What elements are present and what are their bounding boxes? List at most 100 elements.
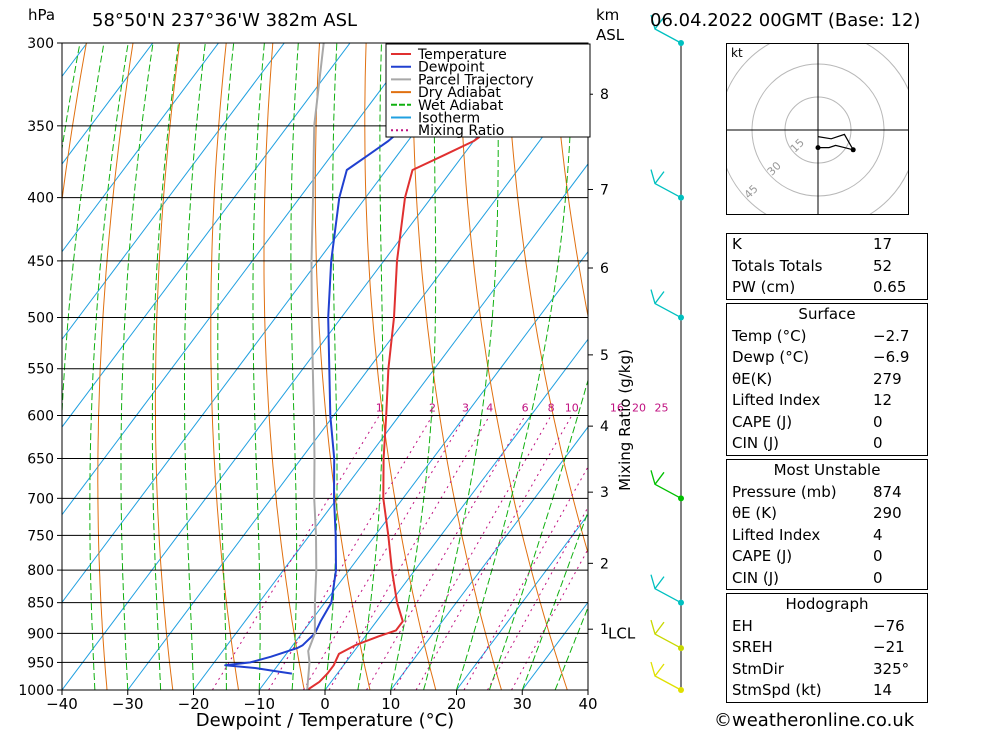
parcel-trajectory-profile (306, 43, 325, 690)
mixing-ratio-label: 8 (548, 401, 555, 414)
mixing-ratio-line (211, 415, 380, 690)
mixing-ratio-label: 10 (565, 401, 579, 414)
wind-barb (650, 14, 682, 44)
hodograph-unit: kt (731, 46, 743, 60)
km-tick-label: 5 (600, 348, 609, 364)
index-row-totals: Totals Totals 52 (732, 256, 893, 275)
pressure-tick-label: 400 (27, 191, 54, 207)
pressure-tick-label: 450 (27, 254, 54, 270)
dry-adiabat-line (263, 43, 305, 690)
legend-label: Dewpoint (418, 60, 485, 76)
km-tick-label: 3 (600, 485, 609, 501)
pressure-tick-label: 550 (27, 362, 54, 378)
pressure-tick-label: 500 (27, 311, 54, 327)
wet-adiabat-line (290, 43, 299, 690)
hodograph-row: StmDir 325° (732, 659, 910, 678)
km-tick-label: 8 (600, 87, 609, 103)
mixing-ratio-label: 6 (522, 401, 529, 414)
most-unstable-row: CIN (J) 0 (732, 568, 883, 587)
hodograph-table: Hodograph EH −76 SREH −21 StmDir 325° StmSp… (726, 593, 928, 703)
pressure-tick-label: 750 (27, 528, 54, 544)
pressure-tick-label: 350 (27, 119, 54, 135)
mixing-ratio-line (463, 465, 588, 690)
hpa-unit-label: hPa (28, 6, 56, 24)
km-unit-label: km (596, 6, 620, 24)
hodograph-ring-label: 45 (742, 182, 761, 201)
most-unstable-row: CAPE (J) 0 (732, 547, 883, 565)
dry-adiabat-line (505, 43, 588, 555)
temperature-tick-label: −30 (112, 695, 144, 713)
mixing-ratio-label: 25 (655, 401, 669, 414)
mixing-ratio-label: 3 (462, 401, 469, 414)
mixing-ratio-line (487, 506, 588, 690)
most-unstable-row: θE (K) 290 (732, 504, 902, 522)
hodograph-ring-label: 30 (765, 159, 784, 178)
km-tick-label: 6 (600, 261, 609, 277)
temperature-tick-label: −10 (243, 695, 275, 713)
legend-label: Temperature (417, 47, 507, 63)
station-location: 58°50'N 237°36'W 382m ASL (92, 10, 358, 31)
isotherm-line (0, 0, 95, 690)
isotherm-line (62, 43, 154, 165)
dry-adiabat-line (210, 43, 239, 690)
legend-label: Dry Adiabat (418, 85, 501, 101)
surface-table: Surface Temp (°C) −2.7 Dewp (°C) −6.9 θE(K… (726, 303, 928, 456)
isotherm-line (62, 43, 220, 253)
pressure-tick-label: 650 (27, 452, 54, 468)
hodograph-table-title: Hodograph (785, 595, 869, 613)
pressure-tick-label: 850 (27, 596, 54, 612)
hodograph-start-point (815, 145, 821, 151)
mixing-ratio-label: 20 (632, 401, 646, 414)
indices-table: K 17 Totals Totals 52 PW (cm) 0.65 (726, 233, 928, 300)
surface-row: CIN (J) 0 (732, 434, 883, 452)
valid-datetime: 06.04.2022 00GMT (Base: 12) (650, 10, 921, 31)
hodograph-ring-label: 15 (788, 136, 807, 155)
wind-barb (650, 661, 682, 691)
wind-barb (650, 470, 682, 499)
wind-barb-column (650, 14, 684, 693)
temperature-tick-label: 20 (447, 695, 466, 713)
pressure-tick-label: 1000 (18, 683, 54, 699)
km-tick-label: 7 (600, 182, 609, 198)
temperature-profile (306, 43, 582, 690)
legend-box (385, 43, 591, 138)
surface-row: Dewp (°C) −6.9 (732, 348, 910, 366)
hodograph-panel: kt 15 30 45 (718, 30, 918, 230)
mixing-ratio-label: 4 (486, 401, 493, 414)
dry-adiabat-line (62, 43, 87, 204)
surface-row: Lifted Index 12 (732, 391, 893, 409)
dry-adiabat-line (314, 43, 371, 690)
dry-adiabat-line (946, 0, 1000, 690)
wet-adiabat-line (252, 43, 265, 690)
wet-adiabat-line (554, 606, 588, 690)
temperature-tick-label: −40 (46, 695, 78, 713)
x-axis-title: Dewpoint / Temperature (°C) (196, 710, 454, 731)
isotherm-line (62, 43, 88, 78)
most-unstable-title: Most Unstable (773, 461, 881, 479)
wind-barb (650, 574, 682, 604)
pressure-tick-label: 600 (27, 408, 54, 424)
hodograph-end-point (850, 147, 856, 153)
most-unstable-row: Lifted Index 4 (732, 525, 883, 544)
mixing-ratio-line (511, 548, 588, 690)
temperature-tick-label: 0 (320, 695, 330, 713)
isotherm-line (62, 43, 351, 428)
pressure-tick-label: 950 (27, 655, 54, 671)
index-row-k: K 17 (732, 235, 893, 253)
dry-adiabat-line (990, 0, 1000, 690)
dry-adiabat-line (412, 43, 502, 690)
lcl-label: LCL (608, 624, 636, 642)
surface-row: Temp (°C) −2.7 (732, 326, 910, 345)
pressure-tick-label: 700 (27, 491, 54, 507)
copyright-notice: ©weatheronline.co.uk (714, 710, 915, 731)
surface-row: θE(K) 279 (732, 369, 902, 388)
mixing-ratio-axis-title: Mixing Ratio (g/kg) (616, 349, 634, 491)
mixing-ratio-line (415, 415, 573, 690)
wind-barb (650, 619, 682, 649)
temperature-tick-label: −20 (178, 695, 210, 713)
index-row-pw: PW (cm) 0.65 (732, 278, 907, 296)
wet-adiabat-line (62, 43, 105, 690)
legend-label: Parcel Trajectory (418, 72, 534, 88)
dry-adiabat-line (458, 43, 568, 690)
